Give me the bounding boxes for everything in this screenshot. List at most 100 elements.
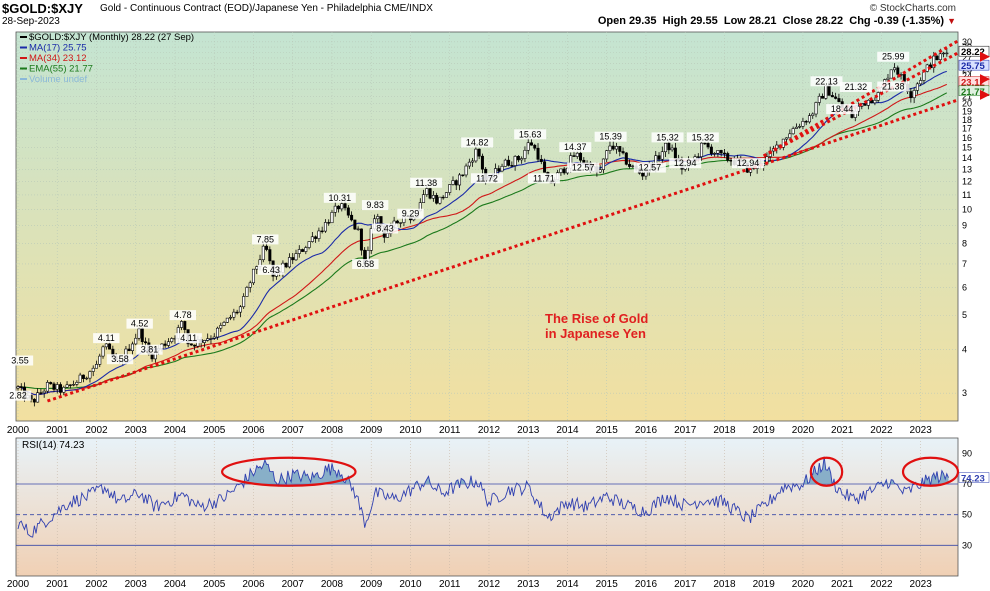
price-candle (202, 340, 206, 343)
price-label-bg (323, 192, 356, 203)
rsi-value-tag: 74.23 (961, 474, 985, 485)
price-label-bg (4, 390, 32, 401)
x-tick-label: 2017 (674, 425, 697, 436)
price-candle (575, 152, 579, 157)
x-axis: 2000 2000 2001 2001 2002 2002 2003 2003 2004 2004… (7, 425, 932, 590)
price-label: 4.52 (131, 319, 149, 329)
price-candle (922, 71, 926, 81)
price-candle (314, 236, 318, 239)
y-tick-label: 4 (962, 344, 967, 354)
rsi-x-tick-label: 2020 (792, 579, 815, 590)
price-label: 12.57 (572, 163, 595, 173)
trendline-end-arrow (980, 51, 990, 62)
y-tick-label: 12 (962, 177, 972, 187)
price-candle (307, 241, 311, 248)
legend-swatch (20, 36, 27, 38)
price-label-bg (731, 158, 764, 169)
price-candle (539, 158, 543, 162)
x-tick-label: 2009 (360, 425, 383, 436)
y-tick-label: 19 (962, 107, 972, 117)
price-candle (444, 192, 448, 198)
price-candle (830, 95, 834, 98)
price-label-bg (93, 333, 120, 344)
price-candle (104, 343, 108, 348)
price-label-bg (371, 223, 399, 234)
price-candle (700, 142, 704, 157)
price-candle (327, 222, 331, 224)
rsi-highlight-ellipses: 74.23 (220, 456, 990, 487)
price-candle (94, 364, 98, 369)
rsi-x-tick-label: 2000 (7, 579, 30, 590)
price-candle (310, 236, 314, 242)
price-label-bg (594, 131, 627, 142)
price-candle (670, 147, 674, 151)
price-candle (45, 382, 49, 392)
price-candle (827, 85, 831, 96)
price-label-bg (686, 132, 719, 143)
price-label-bg (252, 234, 279, 245)
price-candle (163, 343, 167, 346)
price-label: 8.43 (376, 224, 394, 234)
price-candle (209, 338, 213, 340)
price-label: 12.94 (674, 158, 697, 168)
price-candle (719, 150, 723, 154)
price-candle (919, 80, 923, 85)
price-candle (127, 348, 131, 351)
price-label-bg (175, 333, 202, 344)
price-label: 3.81 (141, 345, 159, 355)
price-label-bg (361, 200, 389, 211)
price-candle (36, 392, 40, 403)
x-tick-label: 2015 (596, 425, 619, 436)
rsi-x-tick-label: 2002 (85, 579, 108, 590)
x-tick-label: 2005 (203, 425, 226, 436)
price-candle (798, 126, 802, 128)
y-tick-label: 9 (962, 221, 967, 231)
x-tick-label: 2001 (46, 425, 69, 436)
price-candle (183, 321, 187, 330)
price-candle (369, 228, 373, 251)
price-candle (935, 55, 939, 61)
price-candle (794, 126, 798, 129)
price-candle (343, 203, 347, 209)
rsi-x-tick-label: 2005 (203, 579, 226, 590)
legend-swatch (20, 67, 27, 70)
price-candle (641, 172, 645, 177)
price-label: 15.32 (656, 132, 679, 142)
price-candle (320, 230, 324, 233)
close-value: 28.22 (815, 15, 844, 27)
price-candle (219, 325, 223, 329)
price-candle (811, 113, 815, 116)
price-candle (837, 98, 841, 102)
price-candle (523, 149, 527, 159)
legend-swatch (20, 78, 27, 80)
x-tick-label: 2014 (556, 425, 579, 436)
price-candle (510, 165, 514, 167)
x-tick-label: 2012 (478, 425, 501, 436)
price-candle (889, 69, 893, 79)
legend-swatch (20, 57, 27, 59)
symbol-title: $GOLD:$XJY (2, 1, 83, 16)
price-candle (251, 268, 255, 284)
price-candle (16, 386, 20, 389)
x-tick-label: 2018 (713, 425, 736, 436)
price-candle (353, 219, 357, 230)
price-candle (225, 317, 229, 323)
price-label-bg (461, 137, 494, 148)
rsi-title: RSI(14) 74.23 (22, 440, 85, 451)
price-candle (696, 156, 700, 158)
price-candle (807, 115, 811, 123)
price-candle (709, 146, 713, 154)
trendline (762, 51, 958, 158)
price-label: 15.39 (599, 132, 622, 142)
price-candle (915, 83, 919, 91)
high-value: 29.55 (690, 15, 718, 27)
price-candle (376, 216, 380, 220)
price-candle (212, 336, 216, 339)
price-candle (216, 327, 220, 338)
y-tick-label: 15 (962, 143, 972, 153)
y-tick-label: 21 (962, 91, 972, 101)
price-candle (866, 99, 870, 106)
rsi-x-tick-label: 2001 (46, 579, 69, 590)
price-candle (180, 321, 184, 328)
price-candle (229, 316, 233, 319)
